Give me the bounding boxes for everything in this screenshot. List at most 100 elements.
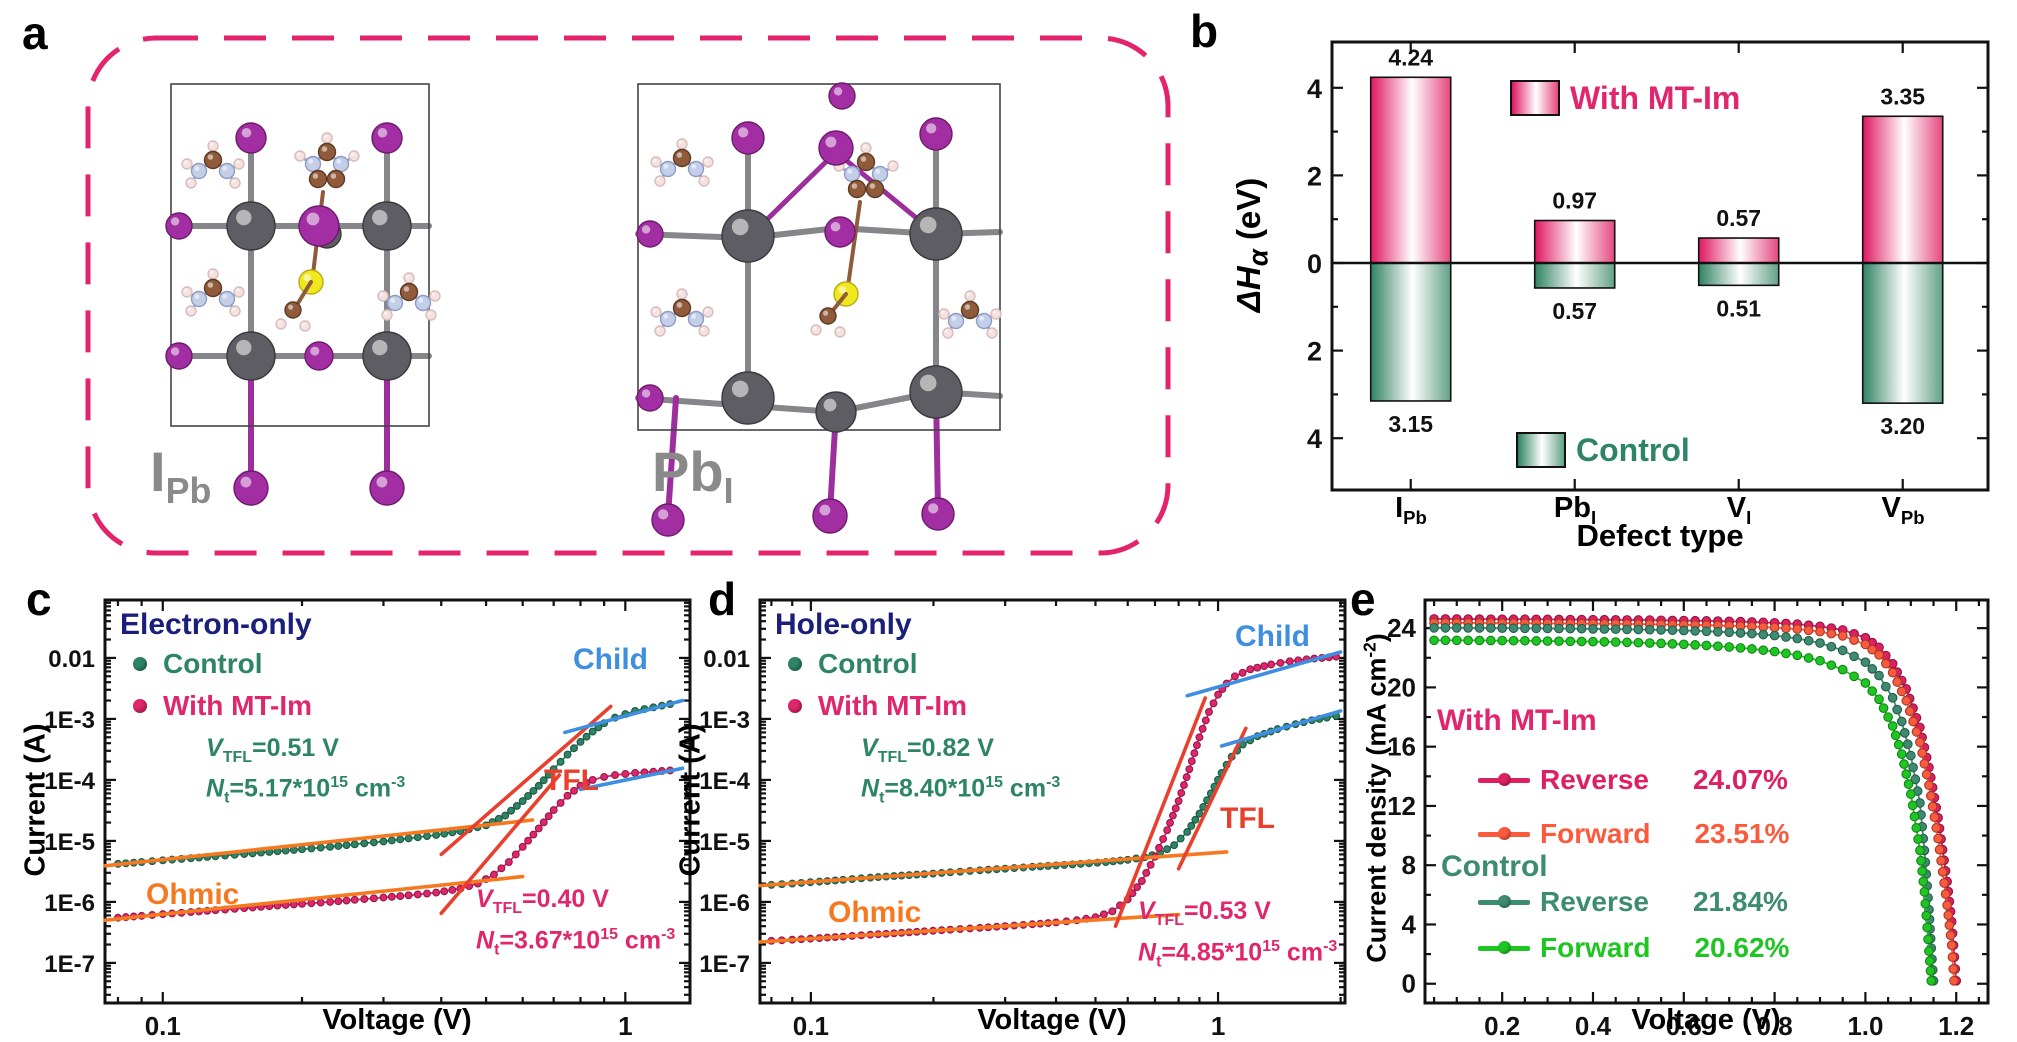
legend-control: Control <box>1516 432 1690 468</box>
crystal-structure-pbi-image <box>635 82 1003 537</box>
vtfl-mtim-annotation: VTFL=0.40 V <box>476 885 609 918</box>
sym: N <box>206 774 225 803</box>
unit-exp: -3 <box>391 774 406 791</box>
unit: cm <box>1002 774 1047 803</box>
sub: t <box>1156 953 1162 971</box>
nt-control-annotation: Nt=5.17*1015 cm-3 <box>206 774 405 807</box>
panel-c-label: c <box>26 573 52 625</box>
vtfl-control-annotation: VTFL=0.82 V <box>861 734 994 767</box>
ohmic-region-label: Ohmic <box>828 896 922 929</box>
structure-label-pbi: PbI <box>652 444 734 510</box>
unit-exp: -3 <box>661 926 676 943</box>
panel-c-x-axis-label: Voltage (V) <box>322 1004 472 1036</box>
legend-row-mtim-forward: Forward 23.51% <box>1478 820 1789 848</box>
legend-label: With MT-Im <box>1570 80 1741 116</box>
svg-text:1E-3: 1E-3 <box>699 707 750 734</box>
panel-e-label: e <box>1350 573 1376 625</box>
unit: cm <box>617 926 662 955</box>
svg-text:12: 12 <box>1387 791 1416 821</box>
svg-text:1.0: 1.0 <box>1847 1011 1883 1041</box>
mtim-dot-marker <box>788 699 802 713</box>
panel-b-x-axis-label: Defect type <box>1576 518 1744 553</box>
svg-text:1: 1 <box>618 1011 632 1041</box>
legend-label: Forward <box>1540 932 1651 963</box>
sym: N <box>861 774 880 803</box>
category-pbi: PbI <box>1554 494 1596 527</box>
svg-text:24: 24 <box>1387 613 1416 643</box>
reverse-control-line-marker <box>1478 895 1530 908</box>
unit: cm <box>347 774 392 803</box>
sub: TFL <box>877 749 908 766</box>
svg-text:0.1: 0.1 <box>793 1011 829 1041</box>
svg-text:1E-7: 1E-7 <box>44 951 95 978</box>
svg-text:0.1: 0.1 <box>145 1011 181 1041</box>
cat-main: V <box>1726 492 1747 524</box>
panel-d-y-axis-label: Current (A) <box>674 723 707 877</box>
panel-c-legend-mtim: With MT-Im <box>133 692 312 720</box>
sym: V <box>476 885 493 913</box>
svg-text:1E-6: 1E-6 <box>699 890 750 917</box>
panel-e-y-axis-label: Current density (mA cm-2) <box>1359 633 1392 962</box>
sym: V <box>206 734 223 762</box>
svg-text:4.24: 4.24 <box>1388 44 1433 70</box>
svg-text:3.20: 3.20 <box>1880 413 1925 439</box>
ohmic-region-label: Ohmic <box>146 878 240 911</box>
svg-text:3.15: 3.15 <box>1388 411 1433 437</box>
sub: TFL <box>222 749 253 766</box>
sym: N <box>476 926 495 955</box>
svg-text:0.2: 0.2 <box>1484 1011 1520 1041</box>
mtim-dot-marker <box>133 699 147 713</box>
cat-sub: I <box>1746 506 1752 528</box>
efficiency-value: 24.07% <box>1692 764 1788 795</box>
svg-text:0.57: 0.57 <box>1552 298 1597 324</box>
panel-b-y-axis-label: ΔHα (eV) <box>1229 178 1274 313</box>
panel-e-x-axis-label: Voltage (V) <box>1631 1004 1781 1036</box>
forward-mtim-line-marker <box>1478 827 1530 840</box>
tfl-region-label: TFL <box>544 764 599 797</box>
panel-d-x-axis-label: Voltage (V) <box>977 1004 1127 1036</box>
label-sub: I <box>723 471 734 512</box>
value: =0.82 V <box>907 734 994 762</box>
svg-text:3.35: 3.35 <box>1880 83 1925 109</box>
panel-d-title: Hole-only <box>775 608 912 641</box>
svg-text:0.6: 0.6 <box>1666 1011 1702 1041</box>
label-main: I <box>150 440 166 503</box>
exp: 15 <box>600 926 618 943</box>
sym: N <box>1138 938 1157 967</box>
legend-with-mtim: With MT-Im <box>1510 80 1740 116</box>
sub: t <box>224 789 230 807</box>
legend-label: Forward <box>1540 818 1651 849</box>
svg-text:0: 0 <box>1402 969 1416 999</box>
value: =8.40*10 <box>884 774 986 803</box>
nt-control-annotation: Nt=8.40*1015 cm-3 <box>861 774 1060 807</box>
svg-text:4: 4 <box>1307 74 1322 104</box>
cat-main: V <box>1881 492 1901 524</box>
panel-d-label: d <box>708 573 737 625</box>
legend-label: Reverse <box>1540 886 1649 917</box>
control-gradient-swatch <box>1516 432 1566 468</box>
panel-c-y-axis-label: Current (A) <box>19 723 52 877</box>
control-group-label: Control <box>1441 850 1548 883</box>
legend-row-mtim-reverse: Reverse 24.07% <box>1478 766 1788 794</box>
exp: -2 <box>1359 642 1380 658</box>
nt-mtim-annotation: Nt=3.67*1015 cm-3 <box>476 926 675 959</box>
delta: Δ <box>1229 290 1267 313</box>
exp: 15 <box>985 774 1003 791</box>
value: =5.17*10 <box>229 774 331 803</box>
value: =3.67*10 <box>499 926 601 955</box>
cat-sub: Pb <box>1403 506 1427 528</box>
panel-a-label: a <box>22 7 48 59</box>
svg-text:0.57: 0.57 <box>1716 205 1761 231</box>
vtfl-mtim-annotation: VTFL=0.53 V <box>1138 897 1271 930</box>
vtfl-control-annotation: VTFL=0.51 V <box>206 734 339 767</box>
mtim-gradient-swatch <box>1510 80 1560 116</box>
panel-c-title: Electron-only <box>120 608 312 641</box>
svg-text:2: 2 <box>1307 337 1322 367</box>
reverse-mtim-line-marker <box>1478 773 1530 786</box>
svg-text:1E-6: 1E-6 <box>44 890 95 917</box>
value: =0.53 V <box>1184 897 1271 925</box>
svg-text:0: 0 <box>1307 249 1322 279</box>
svg-text:1E-4: 1E-4 <box>44 768 95 795</box>
svg-text:1E-7: 1E-7 <box>699 951 750 978</box>
legend-label: Reverse <box>1540 764 1649 795</box>
